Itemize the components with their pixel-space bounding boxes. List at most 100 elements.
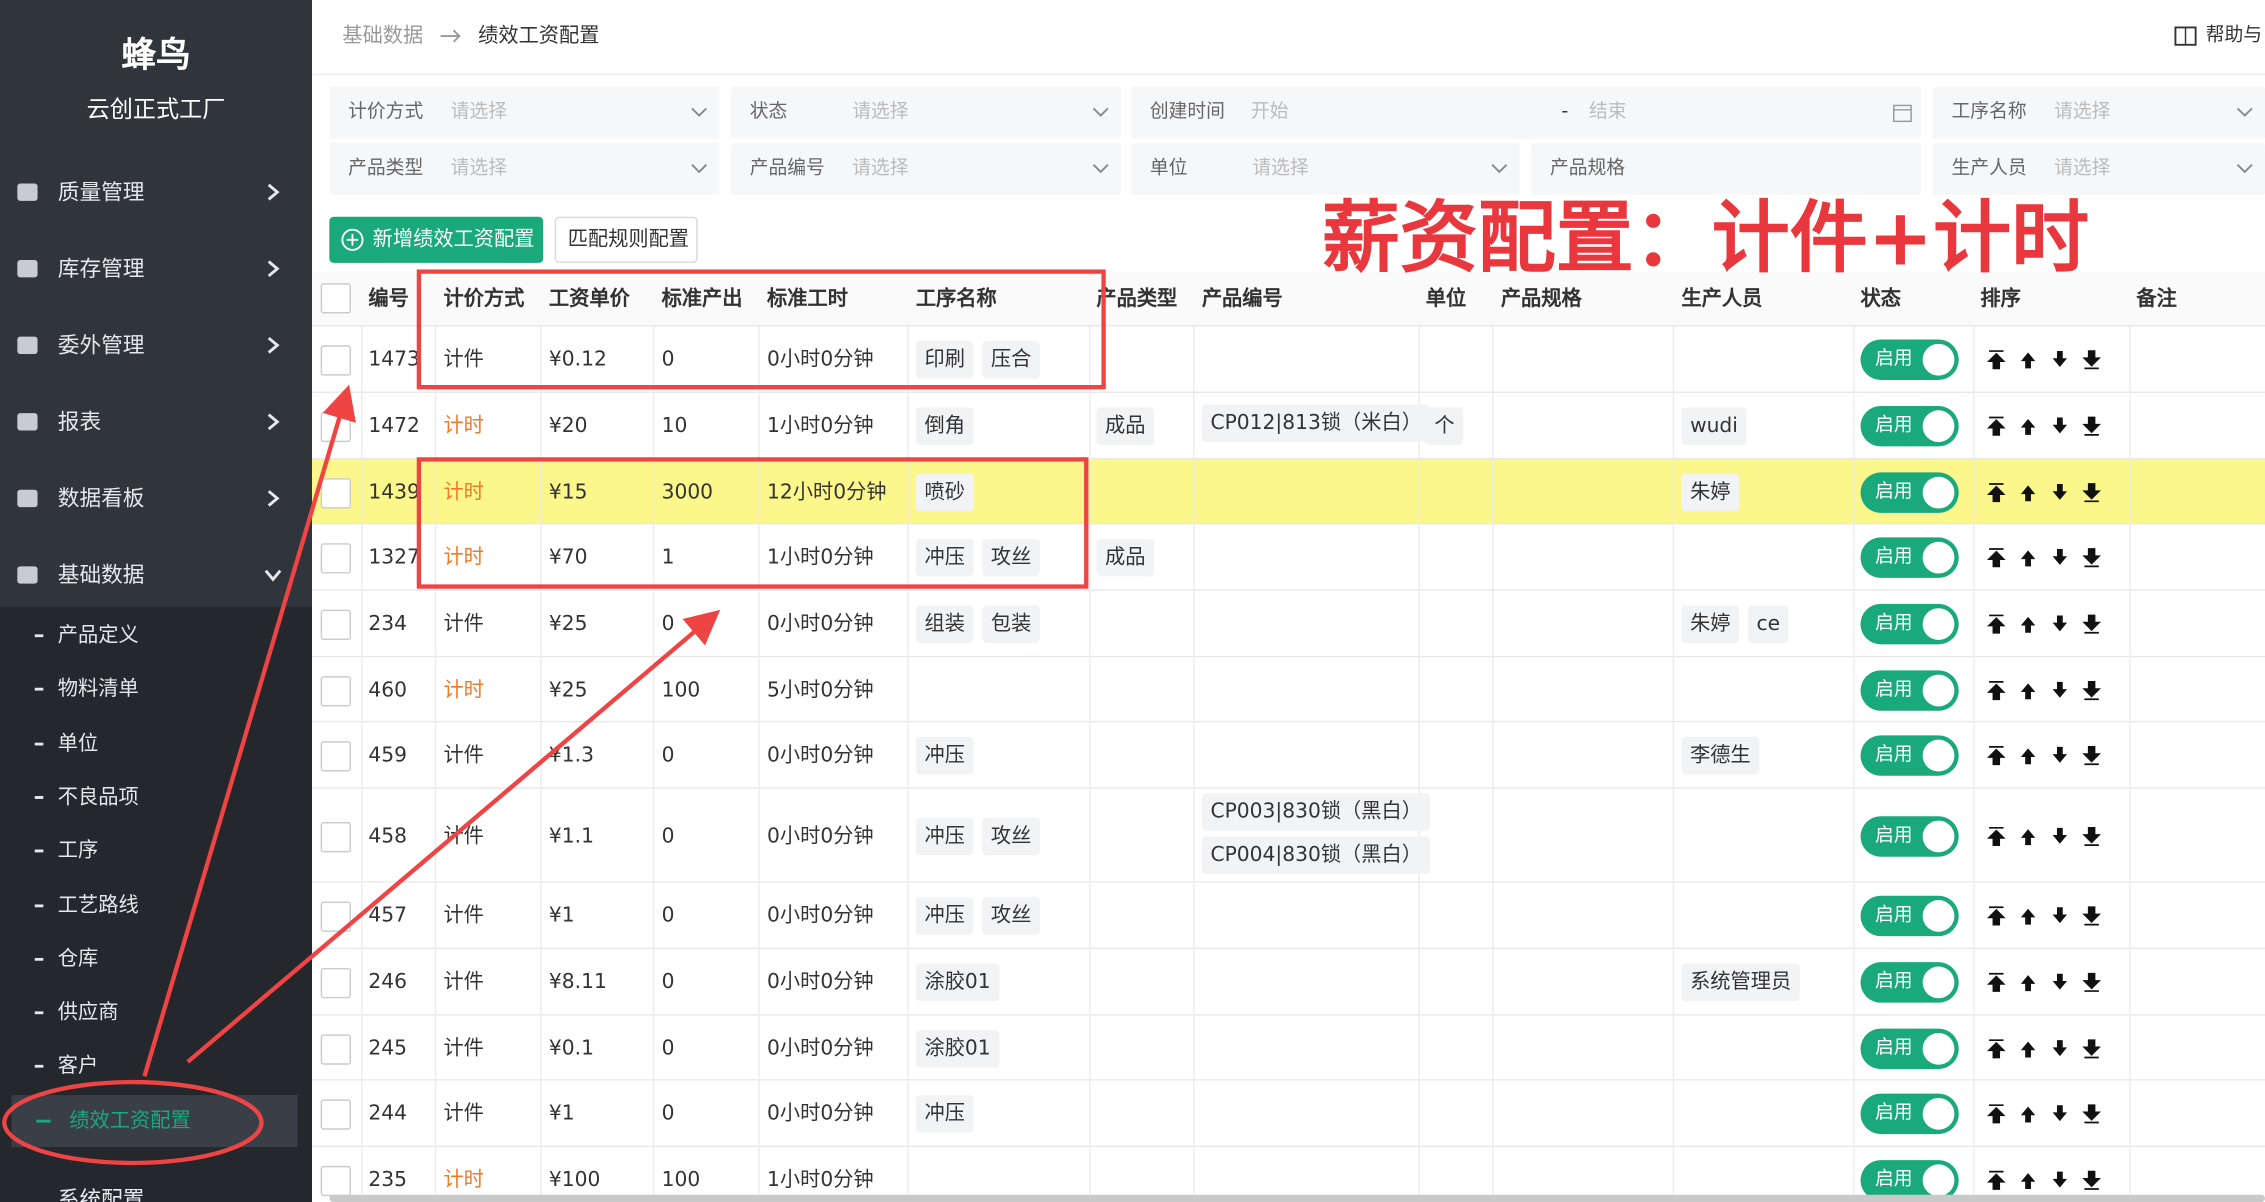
cell-id: 460 [368, 678, 407, 702]
cell-divider [540, 1147, 542, 1202]
dropdown-arrow [1491, 164, 1508, 174]
filter-field[interactable] [329, 86, 720, 139]
cell-hours: 5小时0分钟 [767, 678, 874, 702]
checkbox[interactable] [320, 609, 352, 641]
cell-output: 0 [661, 824, 675, 848]
chevron [267, 490, 280, 507]
checkbox[interactable] [320, 1099, 352, 1130]
menu-item[interactable]: 系统配置 [57, 1186, 145, 1202]
submenu-item[interactable]: 工艺路线 [57, 893, 139, 917]
cell-hours: 0小时0分钟 [767, 904, 874, 928]
filter-field[interactable] [1131, 143, 1520, 196]
menu-item[interactable]: 数据看板 [57, 485, 145, 512]
cell-divider [907, 657, 909, 723]
menu-item[interactable]: 报表 [57, 408, 102, 435]
submenu-item[interactable]: 产品定义 [57, 624, 139, 648]
menu-item[interactable]: 基础数据 [57, 561, 145, 588]
filter-field[interactable] [730, 143, 1121, 196]
filter-field[interactable] [1932, 86, 2265, 139]
tag: 攻丝 [982, 538, 1041, 577]
filter-field[interactable] [1932, 143, 2265, 196]
cell-divider [1672, 657, 1675, 723]
breadcrumb: 绩效工资配置 [478, 24, 600, 48]
cell-method: 计时 [443, 480, 484, 504]
breadcrumb: 基础数据 [342, 24, 424, 48]
cell-output: 0 [661, 744, 675, 768]
sort-icons [1986, 548, 2101, 568]
cell-output: 0 [661, 1036, 675, 1060]
filter-field[interactable] [1531, 143, 1922, 196]
cell-divider [1193, 524, 1195, 591]
cell-divider [1089, 1080, 1091, 1148]
cell-divider [1672, 949, 1675, 1016]
cell-divider [2129, 392, 2131, 460]
cell-divider [1672, 1015, 1675, 1081]
cell-hours: 1小时0分钟 [767, 1168, 874, 1192]
cell-divider [434, 326, 437, 393]
submenu-item[interactable]: 工序 [57, 839, 99, 863]
cell-divider [434, 1015, 437, 1081]
column-header: 产品编号 [1201, 287, 1283, 311]
toggle-knob [1922, 1032, 1955, 1065]
cell-divider [652, 657, 655, 723]
filter-placeholder: 结束 [1588, 101, 1627, 123]
processes-tags: 冲压 攻丝 [915, 897, 1049, 935]
cell-divider [2129, 1015, 2131, 1081]
cell-divider [1418, 657, 1420, 723]
checkbox[interactable] [320, 1165, 352, 1197]
filter-field[interactable] [329, 143, 720, 196]
checkbox[interactable] [320, 1033, 352, 1065]
cell-divider [1853, 1147, 1855, 1202]
checkbox[interactable] [320, 477, 352, 508]
cell-divider [758, 882, 760, 950]
cell-divider [2129, 949, 2131, 1016]
submenu-item[interactable]: 仓库 [57, 947, 99, 971]
checkbox[interactable] [320, 411, 352, 443]
cell-divider [361, 722, 363, 789]
cell-divider [758, 788, 760, 883]
checkbox[interactable] [320, 901, 352, 932]
submenu-item[interactable]: 供应商 [57, 1001, 119, 1025]
checkbox[interactable] [320, 741, 352, 772]
checkbox[interactable] [320, 675, 352, 706]
toggle-knob [1922, 343, 1955, 376]
toggle-knob [1922, 608, 1955, 641]
submenu-item[interactable]: 绩效工资配置 [69, 1109, 191, 1133]
cell-id: 458 [368, 824, 407, 848]
cell-divider [758, 326, 760, 393]
add-button[interactable] [329, 216, 544, 263]
checkbox[interactable] [320, 821, 352, 852]
submenu-item[interactable]: 客户 [57, 1055, 99, 1079]
checkbox[interactable] [320, 283, 352, 314]
cell-divider [1089, 788, 1091, 883]
help-link[interactable]: 帮助与 [2205, 24, 2263, 47]
filter-field[interactable] [1131, 86, 1922, 139]
menu-item[interactable]: 委外管理 [57, 332, 145, 359]
menu-item[interactable]: 质量管理 [57, 179, 145, 206]
dash [34, 634, 44, 638]
cell-divider [652, 1015, 655, 1081]
cell-divider [1418, 949, 1420, 1016]
status-label: 启用 [1874, 414, 1913, 437]
dropdown-arrow [1092, 107, 1109, 117]
topbar [312, 0, 2265, 76]
submenu-item[interactable]: 不良品项 [57, 785, 139, 809]
menu-item[interactable]: 库存管理 [57, 255, 145, 282]
cell-divider [361, 392, 363, 460]
filter-field[interactable] [730, 86, 1121, 139]
chevron [267, 260, 280, 278]
checkbox[interactable] [320, 543, 352, 574]
cell-divider [758, 657, 760, 723]
checkbox[interactable] [320, 345, 352, 376]
tag: 冲压 [915, 897, 974, 935]
menu-icon [17, 566, 38, 584]
checkbox[interactable] [320, 967, 352, 999]
sort-icons [1986, 1038, 2101, 1058]
cell-divider [2129, 524, 2131, 591]
submenu-item[interactable]: 物料清单 [57, 677, 139, 702]
cell-output: 0 [661, 348, 675, 372]
submenu-item[interactable]: 单位 [57, 731, 99, 755]
match-button[interactable] [554, 216, 698, 263]
cell-divider [1853, 326, 1855, 393]
